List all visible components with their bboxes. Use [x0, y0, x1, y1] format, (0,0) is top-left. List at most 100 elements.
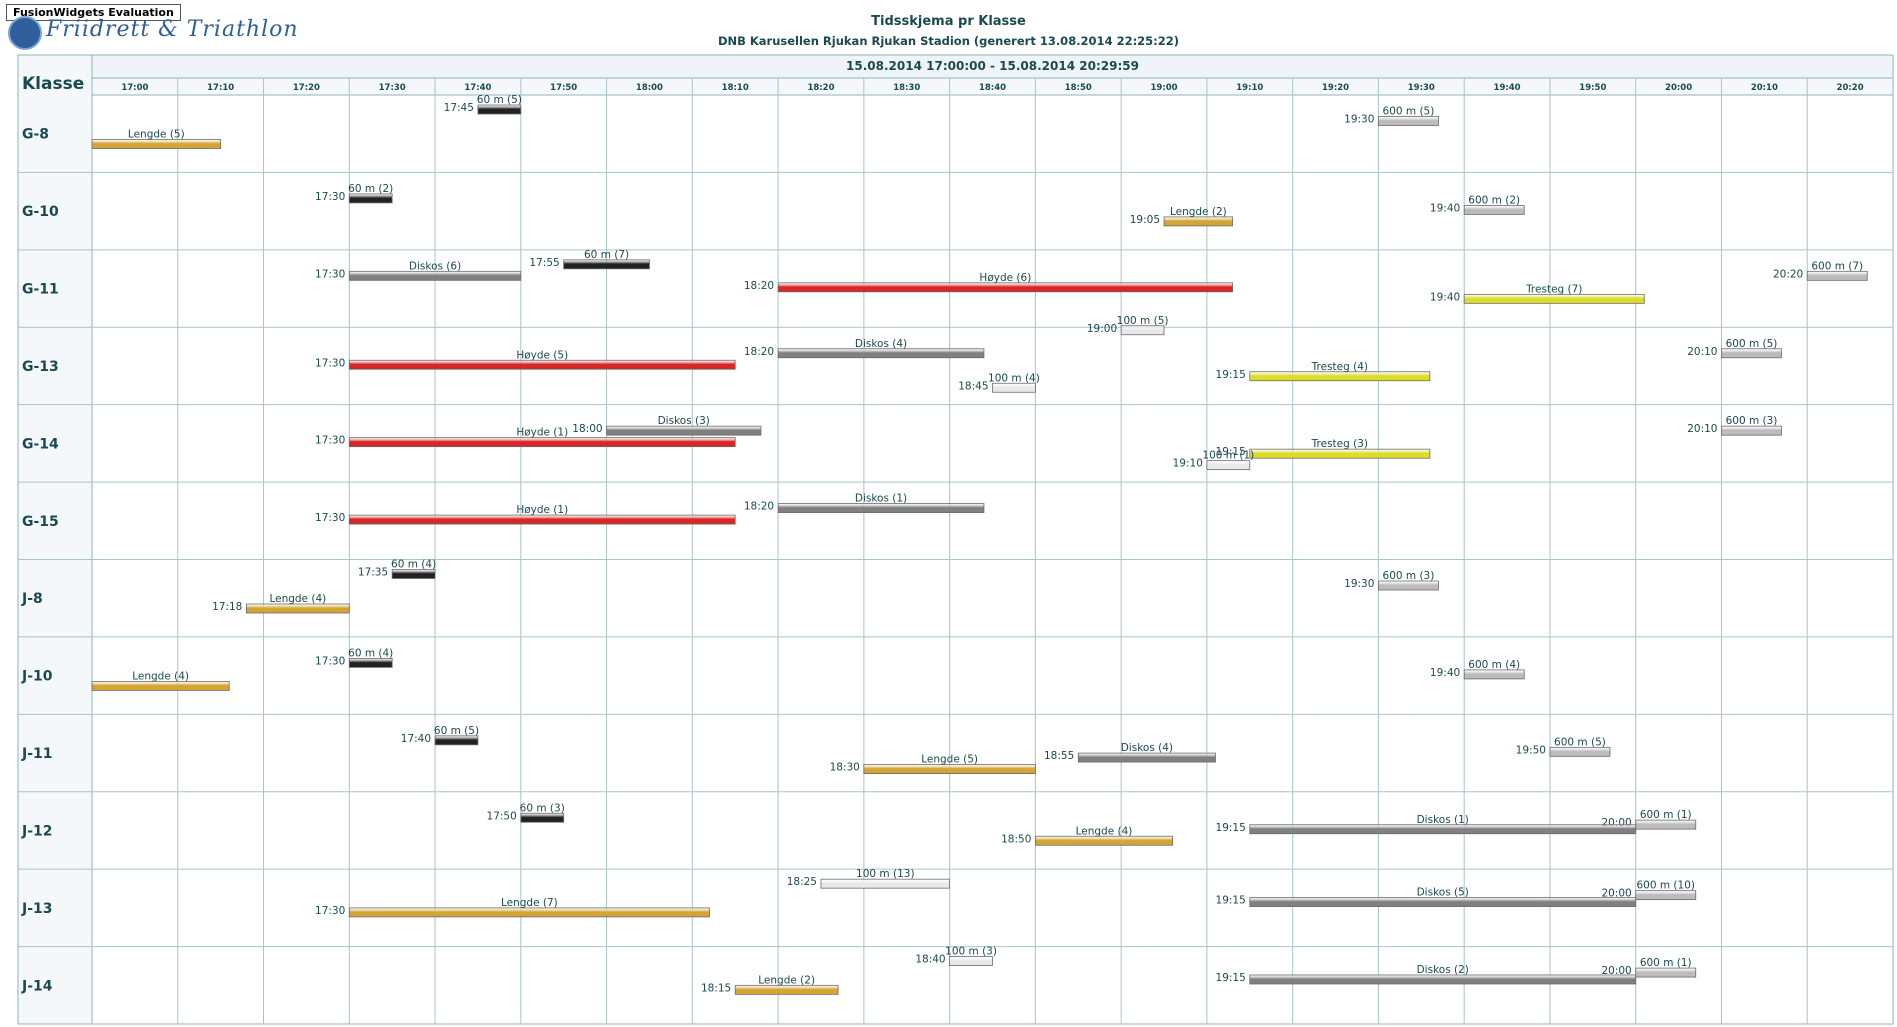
task-bar — [777, 348, 985, 359]
task-bar — [1635, 967, 1697, 978]
task-label: Høyde (1) — [516, 427, 568, 439]
task-label: 100 m (13) — [856, 868, 915, 880]
row-label: J-14 — [21, 978, 53, 994]
time-tick-label: 18:10 — [722, 83, 749, 93]
task-label: Diskos (1) — [1417, 814, 1469, 826]
task-bar — [91, 139, 222, 149]
task-label: Lengde (4) — [1076, 825, 1133, 837]
task-label: 600 m (4) — [1468, 659, 1520, 671]
task-label: Lengde (2) — [758, 974, 815, 986]
task-bar — [1249, 371, 1431, 382]
task-bar — [1163, 216, 1234, 227]
task-bar — [348, 907, 710, 918]
task-start-label: 17:30 — [315, 191, 345, 203]
row-label: G-13 — [22, 359, 59, 375]
task-bar — [1120, 325, 1165, 336]
task-label: Diskos (6) — [409, 260, 461, 272]
task-start-label: 18:20 — [744, 346, 774, 358]
task-bar — [820, 878, 951, 889]
task-start-label: 18:00 — [572, 423, 602, 435]
time-tick-label: 18:40 — [979, 83, 1006, 93]
task-bar — [1635, 890, 1697, 901]
task-start-label: 18:55 — [1044, 750, 1074, 762]
task-label: 60 m (4) — [348, 647, 393, 659]
time-tick-label: 18:50 — [1065, 83, 1092, 93]
task-start-label: 19:50 — [1516, 744, 1546, 756]
task-start-label: 18:25 — [787, 876, 817, 888]
task-start-label: 17:30 — [315, 905, 345, 917]
task-bar — [992, 382, 1036, 393]
row-label: G-14 — [22, 436, 59, 452]
task-start-label: 19:40 — [1430, 667, 1460, 679]
row-label: J-8 — [21, 591, 43, 607]
task-start-label: 19:10 — [1173, 458, 1203, 470]
task-label: Diskos (1) — [855, 493, 907, 505]
time-tick-label: 20:00 — [1665, 83, 1692, 93]
task-label: Høyde (5) — [516, 349, 568, 361]
chart-frame — [17, 54, 1894, 1025]
task-start-label: 20:10 — [1687, 346, 1717, 358]
task-label: 60 m (7) — [584, 249, 629, 261]
task-start-label: 20:20 — [1773, 268, 1803, 280]
task-label: 600 m (3) — [1726, 415, 1778, 427]
range-label: 15.08.2014 17:00:00 - 15.08.2014 20:29:5… — [846, 59, 1139, 73]
row-header-panel — [17, 54, 93, 1025]
task-start-label: 17:50 — [487, 810, 517, 822]
task-bar — [1249, 974, 1637, 985]
task-bar — [1206, 460, 1251, 471]
task-label: Diskos (2) — [1417, 964, 1469, 976]
task-bar — [606, 425, 762, 436]
task-start-label: 19:40 — [1430, 202, 1460, 214]
task-start-label: 20:00 — [1601, 965, 1631, 977]
task-start-label: 17:40 — [401, 733, 431, 745]
task-label: 600 m (1) — [1640, 809, 1692, 821]
task-label: Lengde (5) — [921, 754, 978, 766]
task-bar — [348, 193, 393, 204]
row-label: J-12 — [21, 823, 53, 839]
task-label: 600 m (2) — [1468, 194, 1520, 206]
chart-subtitle: DNB Karusellen Rjukan Rjukan Stadion (ge… — [717, 34, 1180, 48]
row-label: G-15 — [22, 514, 59, 530]
task-start-label: 17:45 — [444, 102, 474, 114]
time-tick-label: 20:10 — [1751, 83, 1778, 93]
task-bar — [734, 984, 839, 995]
task-start-label: 19:15 — [1216, 972, 1246, 984]
task-bar — [1463, 205, 1525, 215]
task-start-label: 17:30 — [315, 357, 345, 369]
task-label: Diskos (5) — [1417, 887, 1469, 899]
task-bar — [1249, 897, 1637, 907]
time-tick-label: 19:50 — [1579, 83, 1606, 93]
time-tick-label: 20:20 — [1837, 83, 1864, 93]
task-bar — [949, 956, 993, 966]
row-header-label: Klasse — [22, 74, 84, 94]
task-start-label: 17:35 — [358, 567, 388, 579]
time-tick-label: 19:20 — [1322, 83, 1349, 93]
club-logo: Friidrett & Triathlon — [6, 14, 298, 52]
task-label: Tresteg (3) — [1311, 438, 1368, 450]
task-start-label: 19:15 — [1216, 822, 1246, 834]
task-label: 600 m (7) — [1811, 260, 1863, 272]
task-start-label: 17:18 — [212, 601, 242, 613]
task-label: 100 m (4) — [988, 372, 1040, 384]
task-bar — [348, 437, 736, 448]
task-label: 60 m (3) — [520, 802, 565, 814]
row-label: G-11 — [22, 282, 59, 298]
task-bar — [1549, 746, 1611, 757]
task-start-label: 18:50 — [1001, 833, 1031, 845]
task-label: Høyde (6) — [979, 272, 1031, 284]
task-bar — [520, 812, 565, 823]
tick-header-panel — [91, 77, 1894, 96]
task-bar — [1034, 835, 1174, 846]
task-bar — [777, 503, 985, 513]
task-label: 100 m (3) — [945, 946, 997, 958]
task-label: 600 m (5) — [1383, 106, 1435, 118]
time-tick-label: 17:00 — [121, 83, 148, 93]
task-bar — [434, 735, 479, 746]
task-bar — [563, 259, 650, 270]
task-label: 600 m (1) — [1640, 957, 1692, 969]
task-start-label: 19:40 — [1430, 291, 1460, 303]
task-start-label: 19:30 — [1344, 114, 1374, 126]
task-label: 600 m (5) — [1554, 736, 1606, 748]
task-start-label: 17:55 — [529, 257, 559, 269]
